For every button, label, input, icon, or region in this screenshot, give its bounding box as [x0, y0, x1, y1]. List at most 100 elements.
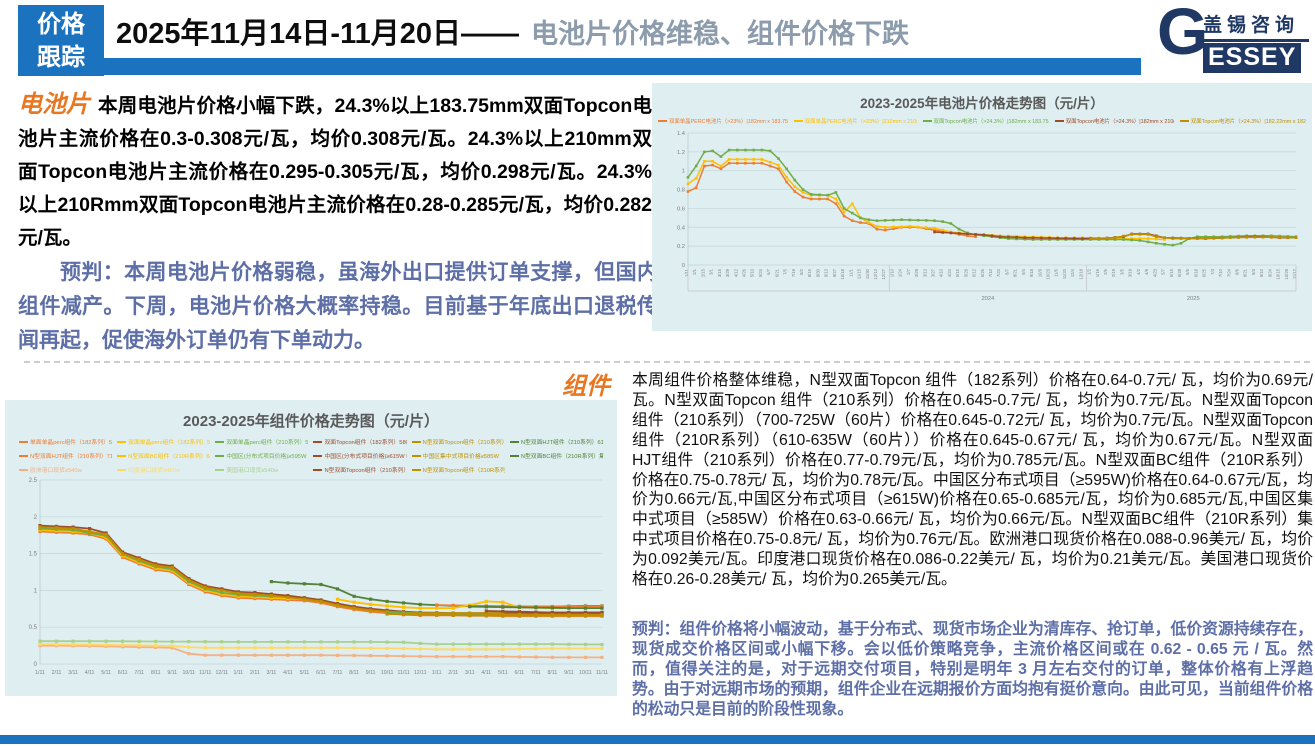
data-point-marker [694, 186, 698, 189]
data-point-marker [319, 646, 323, 650]
legend-swatch [922, 120, 932, 122]
legend-swatch [411, 468, 421, 471]
legend-swatch [658, 120, 667, 122]
data-point-marker [949, 231, 953, 235]
data-point-marker [567, 610, 571, 615]
data-point-marker [744, 161, 747, 165]
data-point-marker [71, 639, 75, 643]
y-tick-label: 0 [34, 662, 38, 668]
data-point-marker [785, 176, 788, 179]
data-point-marker [966, 234, 969, 238]
data-point-marker [220, 640, 224, 644]
data-point-marker [875, 225, 879, 228]
legend-swatch [313, 468, 323, 471]
x-tick-label: 11/11 [596, 670, 608, 676]
data-point-marker [777, 157, 780, 160]
data-point-marker [694, 177, 698, 180]
data-point-marker [1286, 236, 1290, 239]
legend-swatch [793, 120, 803, 122]
data-point-marker [711, 149, 714, 153]
data-point-marker [826, 197, 829, 201]
data-point-marker [550, 646, 554, 651]
data-point-marker [583, 613, 588, 617]
x-tick-label: 8/30 [815, 268, 820, 277]
data-point-marker [1048, 236, 1051, 240]
data-point-marker [54, 639, 59, 643]
data-point-marker [1146, 233, 1150, 236]
legend-swatch [117, 440, 127, 443]
data-point-marker [220, 646, 224, 650]
data-point-marker [908, 225, 912, 228]
data-point-marker [801, 191, 805, 194]
data-point-marker [941, 228, 944, 232]
data-point-marker [760, 148, 764, 152]
x-tick-label: 12/27 [881, 268, 886, 279]
data-point-marker [1270, 234, 1273, 238]
data-point-marker [793, 190, 797, 193]
x-tick-label: 6/11 [514, 670, 524, 676]
data-point-marker [71, 642, 75, 647]
data-point-marker [534, 610, 538, 614]
x-tick-label: 5/15 [1169, 268, 1174, 277]
data-point-marker [402, 640, 406, 644]
data-point-marker [736, 161, 739, 165]
y-tick-label: 2 [34, 515, 38, 521]
legend-item: N型双面Topcon组件（210R系列）610-635W（60片） [411, 465, 505, 474]
data-point-marker [38, 639, 42, 643]
data-point-marker [760, 161, 764, 165]
data-point-marker [567, 613, 571, 617]
data-point-marker [203, 646, 207, 650]
module-section-label: 组件 [562, 373, 610, 400]
x-tick-label: 2/19 [1111, 268, 1116, 277]
data-point-marker [744, 158, 747, 161]
legend-label: 美国港口现货≥540w [226, 468, 279, 474]
legend-swatch [313, 440, 323, 443]
data-point-marker [1138, 239, 1142, 242]
x-tick-label: 6/11 [118, 670, 128, 676]
x-tick-label: 12/13 [873, 268, 878, 279]
data-point-marker [468, 655, 472, 659]
x-tick-label: 5/15 [955, 268, 960, 277]
x-tick-label: 3/13 [922, 268, 927, 277]
data-point-marker [736, 158, 739, 161]
data-point-marker [38, 642, 42, 646]
data-point-marker [1081, 237, 1084, 240]
cell-chart-title: 2023-2025年电池片价格走势图（元/片） [860, 96, 1104, 111]
data-point-marker [104, 639, 108, 643]
x-tick-label: 3/11 [68, 670, 78, 676]
legend-item: 单面单晶perc组件（182系列）540-550W（72片） [19, 437, 112, 446]
data-point-marker [1072, 237, 1076, 240]
data-point-marker [1179, 237, 1183, 240]
data-point-marker [71, 527, 75, 531]
x-tick-label: 9/11 [366, 670, 376, 676]
data-point-marker [335, 603, 340, 607]
x-tick-label: 7/11 [333, 670, 343, 676]
data-point-marker [253, 646, 257, 650]
data-point-marker [38, 525, 42, 529]
data-point-marker [908, 218, 912, 222]
data-point-marker [88, 529, 92, 534]
legend-item: 美国港口现货≥540w [215, 465, 308, 474]
data-point-marker [1015, 237, 1018, 241]
x-tick-label: 6/12 [972, 268, 977, 277]
data-point-marker [768, 149, 772, 153]
data-point-marker [1212, 236, 1216, 240]
data-point-marker [501, 609, 505, 613]
data-point-marker [793, 178, 797, 182]
x-tick-label: 9/4 [1021, 268, 1026, 274]
x-tick-label: 4/23 [1152, 268, 1157, 277]
data-point-marker [719, 155, 723, 158]
data-point-marker [711, 163, 714, 167]
y-tick-label: 2.5 [29, 478, 38, 484]
x-tick-label: 10/23 [1046, 268, 1051, 279]
data-point-marker [1270, 236, 1273, 239]
data-point-marker [1163, 243, 1166, 246]
chart-line [1090, 233, 1297, 240]
data-point-marker [883, 228, 887, 232]
data-point-marker [583, 642, 588, 646]
data-point-marker [335, 646, 340, 650]
data-point-marker [1171, 243, 1175, 247]
x-tick-label: 11/1 [848, 268, 853, 277]
logo-g-letter: G [1157, 0, 1209, 68]
module-price-chart-panel: 2023-2025年组件价格走势图（元/片） 单面单晶perc组件（182系列）… [5, 400, 617, 696]
